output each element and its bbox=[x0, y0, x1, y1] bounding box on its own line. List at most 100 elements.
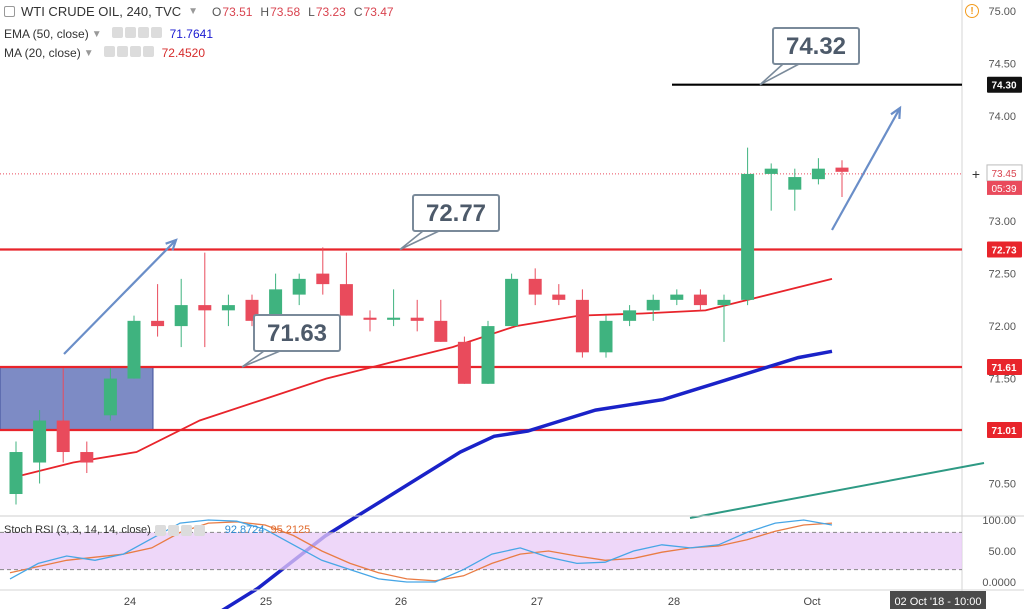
ohlc-high-key: H bbox=[260, 4, 270, 19]
x-tick-label-4: 28 bbox=[668, 596, 680, 608]
x-tick-label-1: 25 bbox=[260, 596, 272, 608]
x-tick-label-3: 27 bbox=[531, 596, 543, 608]
candle-body-20 bbox=[481, 326, 495, 384]
candle-body-27 bbox=[646, 299, 660, 311]
candle-body-18 bbox=[434, 320, 448, 342]
ohlc-close-key: C bbox=[353, 4, 363, 19]
ohlc-open-value: 73.51 bbox=[222, 4, 253, 19]
candle-body-30 bbox=[717, 299, 731, 306]
candle-body-11 bbox=[269, 289, 283, 321]
x-tick-label-0: 24 bbox=[124, 596, 136, 608]
candle-body-19 bbox=[457, 341, 471, 384]
ma-legend-row[interactable]: MA (20, close) ▼ 72.4520 bbox=[4, 46, 205, 60]
candle-body-7 bbox=[174, 305, 188, 327]
callout-label-1: 72.77 bbox=[426, 200, 486, 227]
y-tick-label-2: 74.00 bbox=[988, 111, 1016, 123]
up-arrow-left-shaft bbox=[63, 239, 177, 355]
candle-body-9 bbox=[221, 305, 235, 311]
y-tick-label-4: 73.00 bbox=[988, 216, 1016, 228]
stoch-band bbox=[0, 532, 962, 570]
add-icon[interactable] bbox=[137, 27, 149, 38]
stoch-rsi-legend[interactable]: Stoch RSI (3, 3, 14, 14, close) 92.8724 … bbox=[4, 524, 310, 536]
candle-body-12 bbox=[292, 278, 306, 295]
ma-label[interactable]: MA (20, close) bbox=[4, 46, 81, 60]
ohlc-low-value: 73.23 bbox=[315, 4, 346, 19]
candle-body-21 bbox=[505, 278, 519, 327]
ema-action-buttons[interactable] bbox=[110, 27, 162, 41]
candle-body-33 bbox=[788, 177, 802, 190]
up-arrow-right-shaft bbox=[831, 107, 901, 231]
exclamation-circle-icon[interactable]: ! bbox=[965, 4, 979, 18]
ohlc-low-key: L bbox=[308, 4, 315, 19]
stoch-tick-label-0: 100.00 bbox=[982, 515, 1016, 527]
eye-icon[interactable] bbox=[154, 524, 166, 536]
crosshair-plus-icon: + bbox=[972, 166, 980, 182]
up-arrow-right-head bbox=[890, 105, 902, 120]
y-tick-label-6: 72.00 bbox=[988, 321, 1016, 333]
stoch-tick-label-2: 0.0000 bbox=[982, 577, 1016, 589]
candle-body-29 bbox=[693, 294, 707, 306]
candle-body-0 bbox=[9, 452, 23, 495]
up-arrow-left-head bbox=[165, 238, 178, 251]
candle-body-14 bbox=[339, 284, 353, 316]
y-tick-label-1: 74.50 bbox=[988, 59, 1016, 71]
ema-line bbox=[221, 349, 833, 609]
y-tick-label-0: 75.00 bbox=[988, 6, 1016, 18]
candle-body-23 bbox=[552, 294, 566, 300]
ma-line bbox=[9, 278, 833, 480]
candle-body-15 bbox=[363, 317, 377, 320]
stoch-d-value: 95.2125 bbox=[270, 524, 311, 536]
callout-pointer-0 bbox=[759, 63, 800, 86]
level-badge-3 bbox=[987, 76, 1022, 93]
candle-body-5 bbox=[127, 320, 141, 379]
eye-icon[interactable] bbox=[111, 27, 123, 38]
level-axis-label-0: 72.73 bbox=[991, 245, 1016, 256]
x-tick-label-2: 26 bbox=[395, 596, 407, 608]
callout-label-0: 74.32 bbox=[786, 33, 846, 60]
settings-icon[interactable] bbox=[124, 27, 136, 38]
ma-action-buttons[interactable] bbox=[102, 46, 154, 60]
chevron-down-icon[interactable]: ▼ bbox=[83, 47, 94, 59]
candle-body-35 bbox=[835, 167, 849, 172]
level-axis-label-2: 71.01 bbox=[991, 426, 1016, 437]
settings-icon[interactable] bbox=[167, 524, 179, 536]
candle-body-1 bbox=[33, 420, 47, 463]
add-icon[interactable] bbox=[180, 524, 192, 536]
stoch-tick-label-1: 50.00 bbox=[988, 546, 1016, 558]
chevron-down-icon[interactable]: ▼ bbox=[188, 6, 199, 17]
candle-body-2 bbox=[56, 420, 70, 453]
ema-label[interactable]: EMA (50, close) bbox=[4, 27, 89, 41]
y-tick-label-7: 71.50 bbox=[988, 374, 1016, 386]
stoch-action-buttons[interactable] bbox=[153, 524, 205, 536]
close-icon[interactable] bbox=[193, 524, 205, 536]
countdown-timer: 05:39 bbox=[991, 184, 1016, 195]
candle-body-28 bbox=[670, 294, 684, 300]
settings-icon[interactable] bbox=[116, 46, 128, 57]
stoch-rsi-label[interactable]: Stoch RSI (3, 3, 14, 14, close) bbox=[4, 524, 151, 536]
symbol-legend-row: WTI CRUDE OIL, 240, TVC ▼ O 73.51 H 73.58 … bbox=[4, 4, 394, 19]
candle-body-32 bbox=[764, 168, 778, 174]
callout-box-0 bbox=[772, 27, 860, 65]
level-axis-label-3: 74.30 bbox=[991, 81, 1016, 92]
collapse-checkbox-icon[interactable] bbox=[4, 6, 15, 17]
symbol-title[interactable]: WTI CRUDE OIL, 240, TVC bbox=[21, 4, 182, 19]
ema-legend-row[interactable]: EMA (50, close) ▼ 71.7641 bbox=[4, 27, 213, 41]
y-tick-label-9: 70.50 bbox=[988, 479, 1016, 491]
eye-icon[interactable] bbox=[103, 46, 115, 57]
candle-body-31 bbox=[741, 173, 755, 300]
ohlc-open-key: O bbox=[212, 4, 222, 19]
y-tick-label-5: 72.50 bbox=[988, 269, 1016, 281]
level-badge-0 bbox=[987, 241, 1022, 258]
add-icon[interactable] bbox=[129, 46, 141, 57]
callout-pointer-1 bbox=[399, 230, 440, 251]
chevron-down-icon[interactable]: ▼ bbox=[91, 28, 102, 40]
candle-body-6 bbox=[151, 320, 165, 327]
candle-body-34 bbox=[811, 168, 825, 180]
candle-body-17 bbox=[410, 317, 424, 321]
close-icon[interactable] bbox=[142, 46, 154, 57]
close-icon[interactable] bbox=[150, 27, 162, 38]
callout-box-1 bbox=[412, 194, 500, 232]
countdown-badge bbox=[987, 180, 1022, 195]
